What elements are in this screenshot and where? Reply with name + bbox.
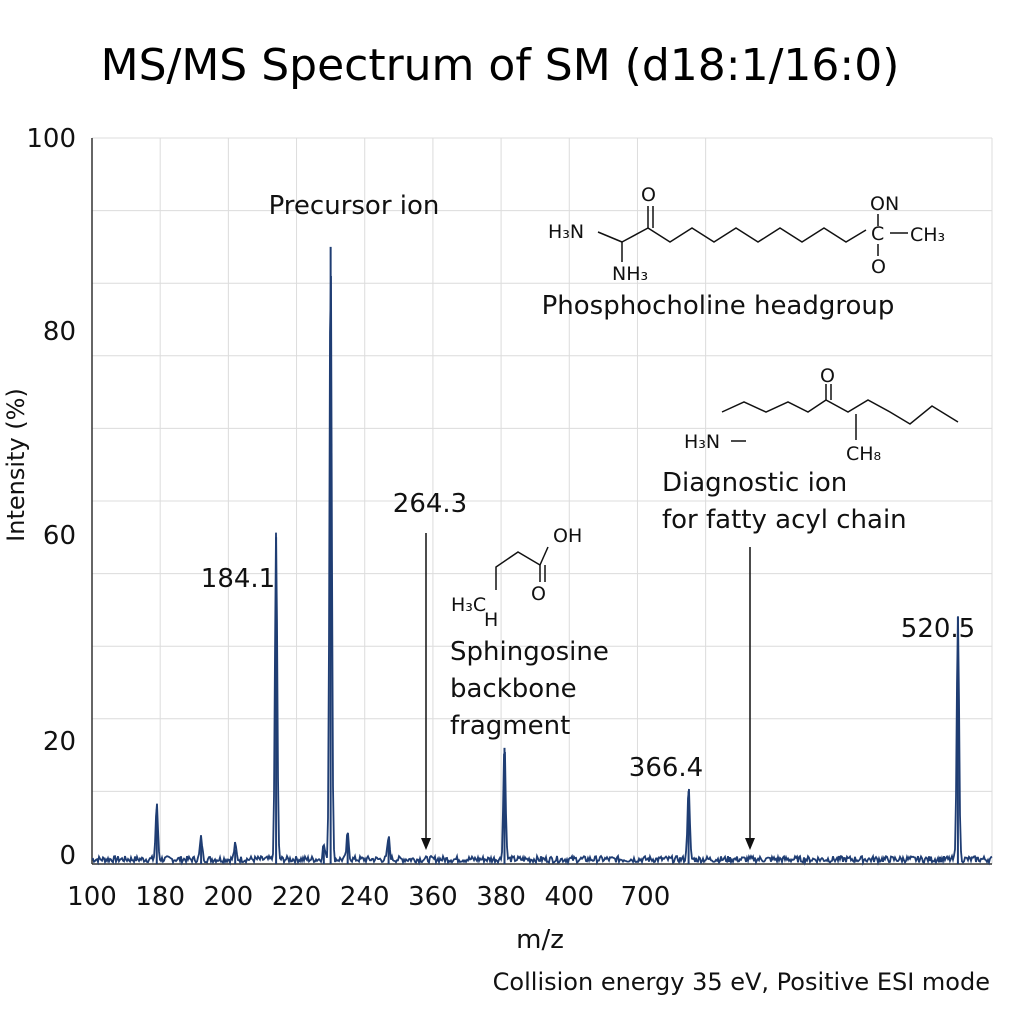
fatty-acyl-structure: H₃N O CH₈ xyxy=(684,365,959,465)
atom-label: O xyxy=(871,256,886,278)
peak-label-264: 264.3 xyxy=(393,489,467,519)
x-tick-label: 100 xyxy=(67,882,117,912)
y-tick-label: 100 xyxy=(26,124,76,154)
atom-label: ON xyxy=(870,193,899,215)
atom-label: H₃C xyxy=(451,594,486,616)
atom-label: O xyxy=(641,184,656,206)
atom-label: NH₃ xyxy=(612,263,648,285)
sphingosine-caption-line1: Sphingosine xyxy=(450,637,609,667)
y-axis-label: Intensity (%) xyxy=(2,388,30,542)
diagnostic-caption-line2: for fatty acyl chain xyxy=(662,505,907,535)
y-tick-labels: 0 20 60 80 100 xyxy=(26,124,76,871)
x-tick-labels: 100 180 200 220 240 360 380 400 700 xyxy=(67,882,670,912)
precursor-ion-label: Precursor ion xyxy=(269,191,440,221)
atom-label: H₃N xyxy=(684,431,720,453)
phosphocholine-structure: H₃N NH₃ O ON C CH₃ O xyxy=(548,184,945,285)
x-tick-label: 240 xyxy=(340,882,390,912)
y-tick-label: 0 xyxy=(59,841,76,871)
atom-label: O xyxy=(531,583,546,605)
grid-lines xyxy=(92,137,993,865)
atom-label: H₃N xyxy=(548,221,584,243)
sphingosine-caption-line3: fragment xyxy=(450,711,570,741)
phosphocholine-caption: Phosphocholine headgroup xyxy=(542,291,895,321)
diagnostic-caption-line1: Diagnostic ion xyxy=(662,468,847,498)
atom-label: H xyxy=(484,609,498,631)
spectrum-series xyxy=(91,246,993,867)
x-tick-label: 400 xyxy=(544,882,594,912)
atom-label: OH xyxy=(553,525,582,547)
atom-label: CH₈ xyxy=(846,443,881,465)
y-tick-label: 80 xyxy=(43,317,76,347)
arrow-264 xyxy=(421,533,431,850)
x-axis-label: m/z xyxy=(516,925,564,955)
peak-label-366: 366.4 xyxy=(629,753,703,783)
x-tick-label: 700 xyxy=(621,882,671,912)
atom-label: O xyxy=(820,365,835,387)
x-tick-label: 180 xyxy=(135,882,185,912)
sphingosine-structure: OH O H₃C H xyxy=(451,525,582,631)
sphingosine-caption-line2: backbone xyxy=(450,674,577,704)
x-tick-label: 380 xyxy=(476,882,526,912)
peak-label-520: 520.5 xyxy=(901,614,975,644)
x-tick-label: 220 xyxy=(272,882,322,912)
arrow-diagnostic xyxy=(745,547,755,850)
spectrum-line xyxy=(91,275,993,867)
y-tick-label: 60 xyxy=(43,521,76,551)
y-tick-label: 20 xyxy=(43,727,76,757)
chart-title: MS/MS Spectrum of SM (d18:1/16:0) xyxy=(100,40,900,91)
footnote: Collision energy 35 eV, Positive ESI mod… xyxy=(492,968,990,996)
atom-label: C xyxy=(871,223,884,245)
peak-label-184: 184.1 xyxy=(201,564,275,594)
x-tick-label: 200 xyxy=(204,882,254,912)
atom-label: CH₃ xyxy=(910,224,945,246)
x-tick-label: 360 xyxy=(408,882,458,912)
